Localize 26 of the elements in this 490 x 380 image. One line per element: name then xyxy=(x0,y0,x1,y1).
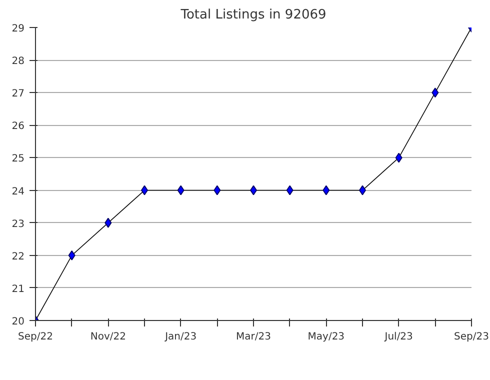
point xyxy=(286,185,294,196)
y-tick-label: 25 xyxy=(12,154,25,165)
x-tick-label: Nov/22 xyxy=(90,332,126,342)
x-tick-label: Mar/23 xyxy=(236,332,271,342)
point xyxy=(68,250,76,260)
y-tick-label: 27 xyxy=(12,88,25,100)
y-tick-label: 28 xyxy=(12,56,25,68)
y-tick-label: 23 xyxy=(12,218,25,230)
point xyxy=(395,152,402,163)
x-tick-label: Sep/23 xyxy=(454,332,489,342)
point xyxy=(214,185,221,196)
point xyxy=(322,185,330,196)
y-tick-label: 22 xyxy=(12,251,25,262)
chart-title: Total Listings in 92069 xyxy=(180,8,326,22)
x-tick-label: May/23 xyxy=(308,332,345,342)
y-tick-label: 26 xyxy=(12,121,25,132)
point xyxy=(177,185,184,196)
point xyxy=(432,88,439,98)
x-tick-label: Sep/22 xyxy=(18,332,53,342)
point xyxy=(104,218,112,228)
y-tick-label: 24 xyxy=(12,186,25,198)
x-tick-label: Jul/23 xyxy=(384,332,413,342)
y-tick-label: 29 xyxy=(12,24,25,34)
x-tick-label: Jan/23 xyxy=(164,332,197,342)
y-tick-label: 20 xyxy=(12,316,25,328)
y-tick-label: 21 xyxy=(12,284,25,295)
